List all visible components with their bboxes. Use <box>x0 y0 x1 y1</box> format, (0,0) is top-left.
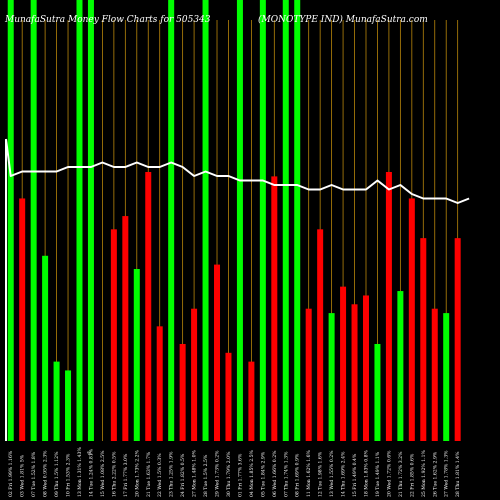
x-tick-label: 29 Wed 1.73% 0.2% <box>215 450 221 497</box>
bar-39 <box>443 313 450 441</box>
bar-2 <box>19 198 26 441</box>
bar-17 <box>191 308 198 441</box>
bar-19 <box>214 264 221 441</box>
bar-23 <box>259 0 266 441</box>
x-tick-label: 21 Thu 1.72% 3.2% <box>398 451 404 497</box>
x-tick-label: 14 Thu 1.69% 2.4% <box>341 451 347 497</box>
x-tick-label: 28 Tue 1.5% 2.5% <box>203 454 209 497</box>
bar-12 <box>133 269 140 441</box>
x-tick-label: 01 Fri 1.77% 3.6% <box>237 453 243 497</box>
bar-24 <box>271 176 278 441</box>
bar-14 <box>156 326 163 441</box>
x-tick-label: 21 Tue 1.63% 1.7% <box>146 451 152 497</box>
x-tick-label: 27 Wed 1.78% 1.3% <box>444 450 450 497</box>
x-tick-label: 16 Thu 2.22% 0.5% <box>111 451 117 497</box>
bar-20 <box>225 352 232 441</box>
bar-29 <box>328 313 335 441</box>
x-tick-label: 03 Wed 1.81% 5% <box>20 454 26 497</box>
bar-21 <box>236 0 243 441</box>
flow-line <box>5 138 470 441</box>
bar-10 <box>110 229 117 441</box>
bar-16 <box>179 343 186 441</box>
bar-11 <box>122 216 129 441</box>
x-tick-label: 20 Mon 1.73% 2.2% <box>134 449 140 497</box>
x-tick-label: 27 Mon 1.48% 1.0% <box>192 449 198 497</box>
bar-26 <box>294 0 301 441</box>
x-tick-label: 30 Thu 1.79% 2.0% <box>226 451 232 497</box>
x-tick-label: 09 Thu 1.5% 1.12% <box>54 451 60 497</box>
bar-13 <box>145 171 152 442</box>
x-tick-label: 23 Thu 1.25% 1.9% <box>169 451 175 497</box>
bar-38 <box>431 308 438 441</box>
bar-37 <box>420 238 427 441</box>
bar-22 <box>248 361 255 441</box>
x-tick-label: 22 Wed 1.5% 0.3% <box>157 453 163 497</box>
bar-35 <box>397 291 404 441</box>
chart-header-right: (MONOTYPE IND) MunafaSutra.com <box>258 14 428 25</box>
x-tick-label: 18 Mon 1.83% 0.8% <box>363 449 369 497</box>
x-tick-label: 06 Wed 1.66% 0.2% <box>272 450 278 497</box>
x-tick-label: 04 Mon 1.85% 2.5% <box>249 449 255 497</box>
bar-30 <box>340 286 347 441</box>
x-tick-label: 25 Mon 1.92% 1.1% <box>421 449 427 497</box>
bar-7 <box>76 0 83 441</box>
x-tick-label: 28 Thu 1.81% 1.4% <box>455 451 461 497</box>
bar-15 <box>168 0 175 441</box>
x-tick-label: 02 Fri 1.99% 1.16% <box>8 450 14 497</box>
bar-4 <box>42 255 49 441</box>
x-tick-label: 10 Fri 1.53% 2.3% <box>66 453 72 497</box>
bar-33 <box>374 343 381 441</box>
bar-1 <box>7 0 14 441</box>
bar-6 <box>65 370 72 441</box>
bar-34 <box>385 171 392 442</box>
x-tick-label: 14 Tue 1.24% 0.81% <box>88 448 94 497</box>
bar-40 <box>454 238 461 441</box>
bar-18 <box>202 0 209 441</box>
bar-5 <box>53 361 60 441</box>
bar-31 <box>351 304 358 441</box>
bar-32 <box>362 295 369 441</box>
x-tick-label: 20 Wed 1.72% 0.6% <box>386 450 392 497</box>
x-tick-label: 22 Fri 1.85% 0.6% <box>409 453 415 497</box>
x-tick-label: 08 Fri 1.69% 0.9% <box>295 453 301 497</box>
x-tick-label: 26 Tue 1.62% 2.9% <box>432 451 438 497</box>
x-tick-label: 07 Tue 1.52% 1.8% <box>31 451 37 497</box>
bar-3 <box>30 0 37 441</box>
bar-28 <box>317 229 324 441</box>
flow-line-path <box>5 138 470 204</box>
x-tick-label: 24 Fri 1.82% 0.5% <box>180 453 186 497</box>
x-tick-label: 19 Tue 1.49% 1.1% <box>375 451 381 497</box>
x-tick-label: 17 Fri 1.77% 3.0% <box>123 453 129 497</box>
bars <box>7 0 461 442</box>
bar-27 <box>305 308 312 441</box>
x-tick-label: 07 Thu 1.74% 1.3% <box>283 451 289 497</box>
bar-8 <box>87 0 94 441</box>
x-tick-label: 11 Mon 1.62% 1.6% <box>306 449 312 497</box>
chart-header-left: MunafaSutra Money Flow Charts for 505343 <box>4 15 211 25</box>
percent-marker: % <box>87 451 92 457</box>
x-tick-label: 13 Mon 1.31% 1.43% <box>77 447 83 497</box>
x-tick-label: 08 Wed 0.95% 2.3% <box>43 450 49 497</box>
x-tick-labels: 02 Fri 1.99% 1.16% 03 Wed 1.81% 5% 07 Tue … <box>8 447 461 497</box>
x-tick-label: 15 Wed 1.08% 2.5% <box>100 450 106 497</box>
x-tick-label: 05 Tue 1.84% 2.9% <box>260 451 266 497</box>
x-tick-label: 13 Wed 1.55% 0.2% <box>329 450 335 497</box>
bar-36 <box>408 198 415 441</box>
x-tick-label: 15 Fri 1.49% 0.4% <box>352 453 358 497</box>
x-tick-label: 12 Tue 1.98% 1.6% <box>318 451 324 497</box>
bar-25 <box>282 0 289 441</box>
